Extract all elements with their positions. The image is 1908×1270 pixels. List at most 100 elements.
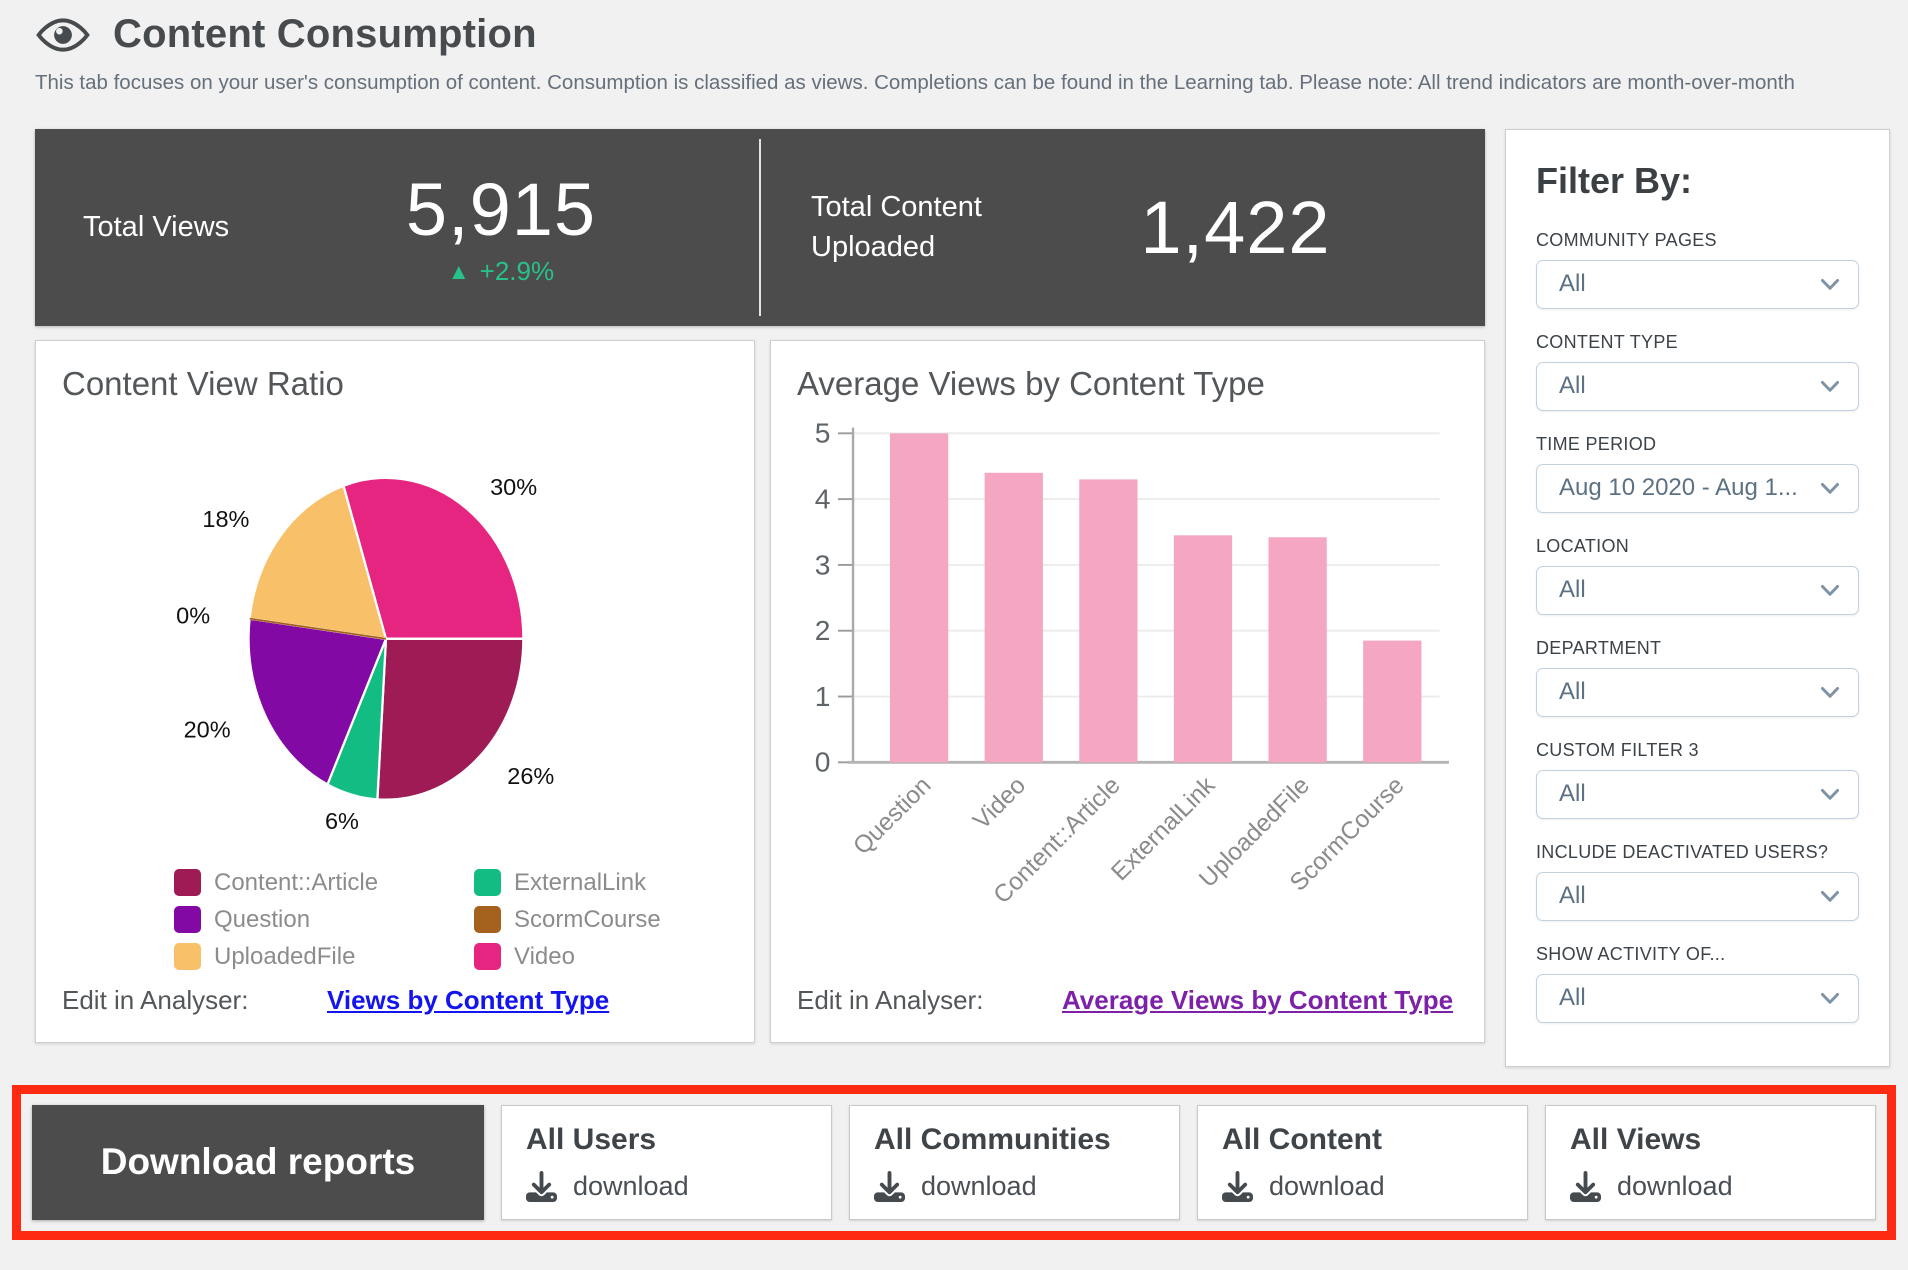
content-view-ratio-panel: Content View Ratio 30% 26% 6% 20% 0% 18% Cont… [35,339,755,1043]
download-card: All Users download [501,1104,832,1220]
chevron-down-icon [1821,788,1839,800]
pie-edit-row: Edit in Analyser: Views by Content Type [62,971,728,1016]
download-button[interactable]: download [1570,1170,1733,1202]
chevron-down-icon [1821,278,1839,290]
average-views-by-content-type-link[interactable]: Average Views by Content Type [1062,984,1454,1015]
total-content-stat: Total Content Uploaded 1,422 [761,129,1485,326]
download-icon [526,1170,557,1202]
download-card-title: All Users [526,1122,657,1156]
svg-text:0%: 0% [176,602,210,628]
filter-group: CUSTOM FILTER 3 All [1536,740,1859,819]
legend-item: ScormCourse [474,906,728,934]
stats-divider [759,138,761,316]
bar-panel-title: Average Views by Content Type [797,364,1265,402]
filter-selected-value: All [1559,984,1586,1012]
download-icon [1570,1170,1601,1202]
filter-selected-value: All [1559,270,1586,298]
bar-edit-row: Edit in Analyser: Average Views by Conte… [797,971,1458,1016]
legend-swatch [174,943,201,971]
legend-label: ScormCourse [514,905,661,933]
filter-dropdown[interactable]: All [1536,667,1859,717]
total-views-trend: ▲ +2.9% [448,256,554,287]
filter-group: LOCATION All [1536,536,1859,615]
legend-item: Content::Article [174,869,474,897]
legend-label: UploadedFile [214,942,356,970]
filter-selected-value: All [1559,372,1586,400]
filter-group: COMMUNITY PAGES All [1536,230,1859,309]
views-by-content-type-link[interactable]: Views by Content Type [327,984,610,1015]
filter-label: SHOW ACTIVITY OF... [1536,943,1726,964]
filter-dropdown[interactable]: All [1536,259,1859,309]
legend-swatch [474,906,501,934]
download-icon [874,1170,905,1202]
filter-label: LOCATION [1536,535,1630,556]
svg-text:Video: Video [968,772,1031,835]
download-button[interactable]: download [1222,1170,1385,1202]
filter-dropdown[interactable]: All [1536,871,1859,921]
page-description: This tab focuses on your user's consumpt… [35,71,1795,94]
filter-label: CONTENT TYPE [1536,331,1678,352]
chevron-down-icon [1821,584,1839,596]
eye-icon [36,17,90,52]
filter-dropdown[interactable]: Aug 10 2020 - Aug 1... [1536,463,1859,513]
svg-text:6%: 6% [325,808,359,834]
legend-item: UploadedFile [174,943,474,971]
filter-selected-value: All [1559,576,1586,604]
download-reports-section: Download reports All Users download All … [12,1084,1896,1240]
svg-text:1: 1 [815,680,831,712]
total-views-label: Total Views [83,211,230,244]
filter-groups: COMMUNITY PAGES All CONTENT TYPE All [1536,230,1859,1023]
legend-label: ExternalLink [514,868,647,896]
filter-group: TIME PERIOD Aug 10 2020 - Aug 1... [1536,434,1859,513]
svg-text:3: 3 [815,548,831,580]
legend-label: Video [514,942,575,970]
download-card-title: All Views [1570,1122,1702,1156]
svg-text:20%: 20% [184,716,231,742]
total-content-label: Total Content Uploaded [811,191,982,264]
filter-dropdown[interactable]: All [1536,769,1859,819]
filter-label: DEPARTMENT [1536,637,1662,658]
edit-in-analyser-label: Edit in Analyser: [62,984,249,1015]
filter-group: SHOW ACTIVITY OF... All [1536,944,1859,1023]
chevron-down-icon [1821,890,1839,902]
download-button[interactable]: download [874,1170,1037,1202]
filter-selected-value: All [1559,678,1586,706]
total-views-value: 5,915 [405,168,597,252]
download-label: download [573,1170,689,1201]
average-views-panel: Average Views by Content Type 0 1 2 3 4 5 Ques… [770,339,1485,1043]
legend-swatch [474,943,501,971]
filter-group: INCLUDE DEACTIVATED USERS? All [1536,842,1859,921]
svg-text:Question: Question [848,772,936,860]
svg-text:26%: 26% [507,763,554,789]
filter-dropdown[interactable]: All [1536,361,1859,411]
filter-dropdown[interactable]: All [1536,565,1859,615]
download-button[interactable]: download [526,1170,689,1202]
filter-label: TIME PERIOD [1536,433,1657,454]
svg-text:4: 4 [815,482,831,514]
download-label: download [1269,1170,1385,1201]
trend-value: +2.9% [479,256,555,287]
svg-text:18%: 18% [202,506,249,532]
legend-item: ExternalLink [474,869,728,897]
download-label: download [921,1170,1037,1201]
legend-swatch [174,869,201,897]
legend-label: Content::Article [214,868,379,896]
total-views-stat: Total Views 5,915 ▲ +2.9% [35,129,759,326]
filter-dropdown[interactable]: All [1536,973,1859,1023]
filter-label: COMMUNITY PAGES [1536,229,1717,250]
content-view-ratio-pie-chart: 30% 26% 6% 20% 0% 18% [176,474,554,834]
filter-group: DEPARTMENT All [1536,638,1859,717]
legend-item: Question [174,906,474,934]
trend-up-icon: ▲ [447,258,470,284]
filter-selected-value: Aug 10 2020 - Aug 1... [1559,474,1798,502]
filter-group: CONTENT TYPE All [1536,332,1859,411]
legend-swatch [474,869,501,897]
total-content-value: 1,422 [1140,185,1331,269]
filter-selected-value: All [1559,780,1586,808]
chevron-down-icon [1821,380,1839,392]
legend-swatch [174,906,201,934]
filter-selected-value: All [1559,882,1586,910]
